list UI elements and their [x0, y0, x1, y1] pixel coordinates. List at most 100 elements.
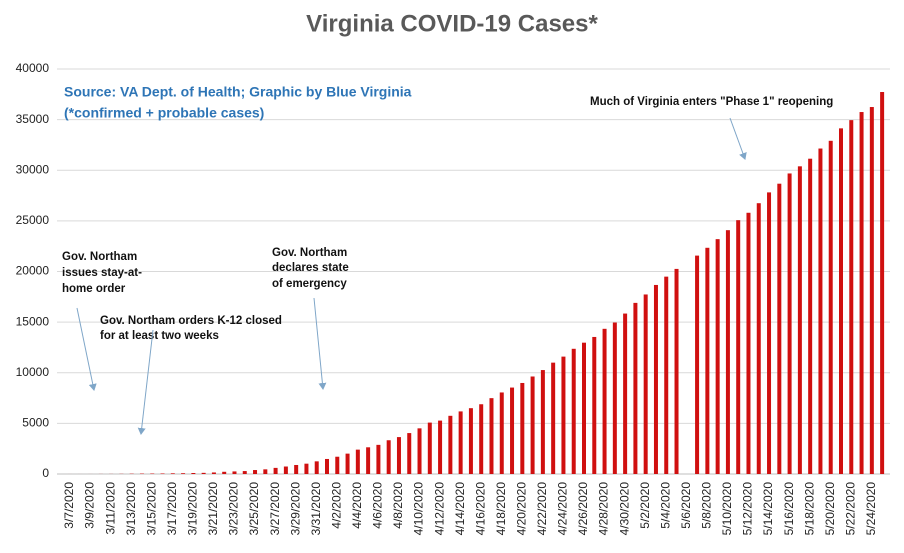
x-tick-label: 3/13/2020	[124, 482, 138, 536]
bar	[643, 294, 648, 474]
arrow	[729, 117, 747, 160]
x-tick-label: 5/4/2020	[658, 482, 672, 529]
bar	[839, 128, 843, 475]
bar	[468, 408, 473, 474]
bar	[489, 398, 494, 474]
annotation: declares state	[272, 262, 349, 274]
x-tick-label: 3/11/2020	[103, 482, 117, 535]
bar	[242, 471, 247, 474]
bar	[540, 370, 545, 474]
bar	[222, 471, 227, 474]
bar	[499, 392, 504, 474]
bar	[623, 313, 628, 474]
x-tick-label: 4/30/2020	[617, 482, 631, 536]
subtitle: (*confirmed + probable cases)	[64, 105, 264, 121]
x-tick-label: 3/21/2020	[206, 482, 220, 536]
annotation: Gov. Northam orders K-12 closed	[100, 315, 282, 327]
bar	[551, 362, 556, 474]
subtitle: Source: VA Dept. of Health; Graphic by B…	[64, 84, 412, 100]
x-tick-label: 5/12/2020	[741, 482, 755, 536]
bar	[602, 328, 607, 474]
x-tick-label: 5/8/2020	[700, 482, 714, 529]
x-tick-label: 4/8/2020	[391, 482, 405, 529]
annotation: Gov. Northam	[62, 251, 137, 263]
y-tick-label: 30000	[16, 162, 50, 176]
plot-area: 0 5000 10000 15000 20000 25000 30000 35000 40000…	[16, 61, 890, 535]
bar	[366, 447, 371, 474]
y-tick-label: 20000	[16, 264, 50, 278]
bar	[797, 166, 802, 474]
bar	[674, 268, 679, 474]
bar	[520, 382, 525, 474]
annotation: for at least two weeks	[100, 330, 219, 342]
x-tick-label: 3/29/2020	[288, 482, 302, 536]
x-tick-label: 5/18/2020	[802, 482, 816, 536]
x-tick-label: 4/28/2020	[597, 482, 611, 536]
bar	[715, 239, 720, 474]
bar	[253, 470, 258, 474]
bar	[787, 173, 792, 474]
bar	[612, 322, 617, 474]
x-tick-label: 5/24/2020	[864, 482, 878, 536]
bar	[232, 471, 237, 474]
bar	[201, 472, 206, 474]
y-tick-label: 25000	[16, 213, 50, 227]
x-tick-label: 5/16/2020	[782, 482, 796, 536]
bar	[355, 449, 360, 474]
bar	[386, 440, 391, 474]
x-tick-label: 5/14/2020	[761, 482, 775, 536]
bar	[160, 473, 165, 474]
bar	[448, 415, 453, 474]
y-tick-label: 10000	[16, 365, 50, 379]
arrow	[313, 297, 327, 390]
bar	[633, 302, 638, 474]
chart-title: Virginia COVID-19 Cases*	[306, 10, 598, 37]
bar	[335, 456, 340, 474]
bar	[849, 120, 854, 474]
bar	[746, 212, 751, 474]
x-tick-label: 4/14/2020	[453, 482, 467, 536]
bar	[170, 473, 175, 474]
x-tick-label: 4/18/2020	[494, 482, 508, 536]
bar	[181, 473, 186, 474]
bar	[211, 472, 216, 474]
x-tick-label: 5/22/2020	[843, 482, 857, 536]
bar	[725, 230, 730, 474]
bar	[314, 461, 319, 474]
bar	[705, 247, 710, 474]
bar	[376, 444, 381, 474]
bar	[325, 458, 329, 474]
x-tick-label: 5/6/2020	[679, 482, 693, 529]
bar	[427, 422, 432, 474]
x-tick-label: 4/12/2020	[432, 482, 446, 536]
x-tick-label: 4/24/2020	[556, 482, 570, 536]
bar	[695, 255, 700, 474]
y-tick-label: 35000	[16, 112, 50, 126]
x-tick-label: 3/31/2020	[309, 482, 323, 536]
bar	[345, 453, 350, 474]
bar	[653, 284, 658, 474]
x-tick-label: 4/6/2020	[371, 482, 385, 529]
arrow	[76, 307, 97, 391]
bar	[818, 148, 823, 475]
bar	[664, 276, 669, 474]
x-tick-label: 5/20/2020	[823, 482, 837, 536]
bar	[417, 428, 422, 474]
y-tick-label: 40000	[16, 61, 50, 75]
bar	[828, 140, 833, 474]
bar	[458, 411, 463, 474]
bar	[438, 420, 443, 474]
bar	[283, 466, 288, 474]
bar	[510, 387, 515, 474]
bar	[273, 467, 278, 474]
x-tick-label: 3/19/2020	[186, 482, 200, 536]
annotation: home order	[62, 283, 126, 295]
x-tick-label: 4/22/2020	[535, 482, 549, 536]
x-tick-label: 4/16/2020	[473, 482, 487, 536]
bar	[736, 220, 741, 474]
bar	[263, 469, 268, 474]
bar	[396, 437, 401, 474]
x-tick-label: 4/2/2020	[329, 482, 343, 529]
bar	[582, 342, 586, 474]
x-tick-label: 3/25/2020	[247, 482, 261, 536]
